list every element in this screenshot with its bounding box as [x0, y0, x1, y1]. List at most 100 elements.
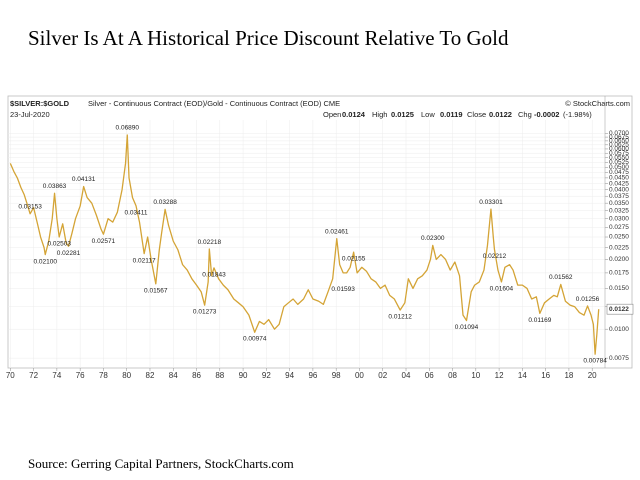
annotation: 0.01169: [528, 317, 551, 324]
quote-label: Open: [323, 110, 341, 119]
y-tick-label: 0.0250: [609, 234, 629, 241]
annotation: 0.01256: [576, 296, 600, 303]
last-value-label: 0.0122: [609, 306, 629, 313]
watermark: © StockCharts.com: [565, 99, 630, 108]
y-tick-label: 0.0550: [609, 154, 629, 161]
y-tick-label: 0.0675: [609, 134, 629, 141]
y-tick-label: 0.0475: [609, 169, 629, 176]
description: Silver - Continuous Contract (EOD)/Gold …: [88, 99, 340, 108]
x-tick-label: 94: [285, 371, 294, 380]
x-tick-label: 74: [52, 371, 61, 380]
y-tick-label: 0.0625: [609, 142, 629, 149]
y-tick-label: 0.0500: [609, 164, 629, 171]
x-tick-label: 08: [448, 371, 457, 380]
quote-label: Close: [467, 110, 486, 119]
x-tick-label: 88: [215, 371, 224, 380]
y-tick-label: 0.0375: [609, 193, 629, 200]
x-tick-label: 76: [76, 371, 85, 380]
y-tick-label: 0.0175: [609, 270, 629, 277]
y-tick-label: 0.0575: [609, 150, 629, 157]
x-tick-label: 10: [471, 371, 480, 380]
annotation: 0.02117: [133, 257, 156, 264]
annotation: 0.03411: [125, 209, 148, 216]
annotation: 0.02100: [33, 258, 57, 265]
price-line: [9, 134, 600, 355]
y-tick-label: 0.0600: [609, 146, 629, 153]
annotation: 0.02461: [325, 228, 349, 235]
x-tick-label: 20: [588, 371, 597, 380]
annotation: 0.03863: [43, 183, 67, 190]
annotation: 0.01212: [388, 314, 412, 321]
date: 23-Jul-2020: [10, 110, 50, 119]
x-tick-label: 70: [6, 371, 15, 380]
x-tick-label: 80: [122, 371, 131, 380]
quote-label: Low: [421, 110, 435, 119]
chart-frame: [7, 95, 633, 369]
annotation: 0.01593: [331, 286, 355, 293]
annotation: 0.03153: [18, 203, 42, 210]
x-tick-label: 86: [192, 371, 201, 380]
annotation: 0.01604: [490, 285, 514, 292]
y-tick-label: 0.0225: [609, 244, 629, 251]
x-tick-label: 98: [332, 371, 341, 380]
quote-value: 0.0124: [342, 110, 366, 119]
quote-label: Chg: [518, 110, 532, 119]
change-percent: (-1.98%): [563, 110, 592, 119]
annotation: 0.01843: [202, 271, 226, 278]
x-tick-label: 78: [99, 371, 108, 380]
annotation: 0.02212: [483, 253, 507, 260]
x-tick-label: 14: [518, 371, 527, 380]
y-tick-label: 0.0650: [609, 138, 629, 145]
annotation: 0.02571: [92, 238, 116, 245]
y-tick-label: 0.0275: [609, 224, 629, 231]
x-tick-label: 18: [564, 371, 573, 380]
annotation: 0.02155: [342, 256, 366, 263]
last-value-box: [606, 303, 634, 315]
annotation: 0.04131: [72, 176, 96, 183]
annotation: 0.00974: [243, 336, 267, 343]
x-tick-label: 90: [239, 371, 248, 380]
x-tick-label: 06: [425, 371, 434, 380]
quote-value: 0.0119: [440, 110, 463, 119]
x-tick-label: 00: [355, 371, 364, 380]
y-tick-label: 0.0150: [609, 285, 629, 292]
quote-value: -0.0002: [534, 110, 559, 119]
quote-label: High: [372, 110, 387, 119]
y-tick-label: 0.0700: [609, 130, 629, 137]
annotation: 0.01273: [193, 309, 217, 316]
y-tick-label: 0.0525: [609, 159, 629, 166]
source: Source: Gerring Capital Partners, StockC…: [28, 456, 294, 471]
annotation: 0.06890: [116, 125, 140, 132]
x-tick-label: 96: [308, 371, 317, 380]
y-tick-label: 0.0450: [609, 175, 629, 182]
annotation: 0.01567: [144, 288, 168, 295]
annotation: 0.01562: [549, 274, 573, 281]
y-tick-label: 0.0075: [609, 355, 629, 362]
annotation: 0.01094: [455, 324, 479, 331]
y-tick-label: 0.0100: [609, 326, 629, 333]
annotation: 0.02218: [198, 239, 222, 246]
x-tick-label: 02: [378, 371, 387, 380]
y-tick-label: 0.0200: [609, 256, 629, 263]
x-tick-label: 16: [541, 371, 550, 380]
x-tick-label: 72: [29, 371, 38, 380]
symbol: $SILVER:$GOLD: [10, 99, 70, 108]
quote-value: 0.0122: [489, 110, 512, 119]
annotation: 0.02300: [421, 235, 445, 242]
quote-value: 0.0125: [391, 110, 414, 119]
y-tick-label: 0.0300: [609, 215, 629, 222]
annotation: 0.03301: [479, 199, 503, 206]
x-tick-label: 84: [169, 371, 178, 380]
annotation: 0.03288: [153, 199, 177, 206]
x-tick-label: 04: [402, 371, 411, 380]
y-tick-label: 0.0325: [609, 207, 629, 214]
y-tick-label: 0.0425: [609, 180, 629, 187]
annotation: 0.02281: [57, 250, 81, 257]
chart-title: Silver Is At A Historical Price Discount…: [28, 26, 509, 50]
y-tick-label: 0.0400: [609, 186, 629, 193]
annotation: 0.02503: [47, 241, 71, 248]
x-tick-label: 82: [146, 371, 155, 380]
x-tick-label: 92: [262, 371, 271, 380]
annotation: 0.00784: [583, 357, 607, 364]
